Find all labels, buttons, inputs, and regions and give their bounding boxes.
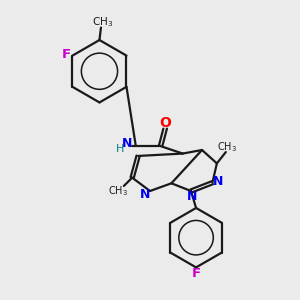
Text: N: N	[122, 137, 132, 150]
Text: N: N	[186, 190, 197, 202]
Text: CH$_3$: CH$_3$	[217, 140, 237, 154]
Text: CH$_3$: CH$_3$	[92, 15, 113, 28]
Text: N: N	[140, 188, 150, 201]
Text: F: F	[61, 48, 70, 61]
Text: H: H	[116, 143, 124, 154]
Text: N: N	[213, 175, 223, 188]
Text: F: F	[192, 267, 201, 280]
Text: CH$_3$: CH$_3$	[108, 184, 128, 198]
Text: O: O	[159, 116, 171, 130]
